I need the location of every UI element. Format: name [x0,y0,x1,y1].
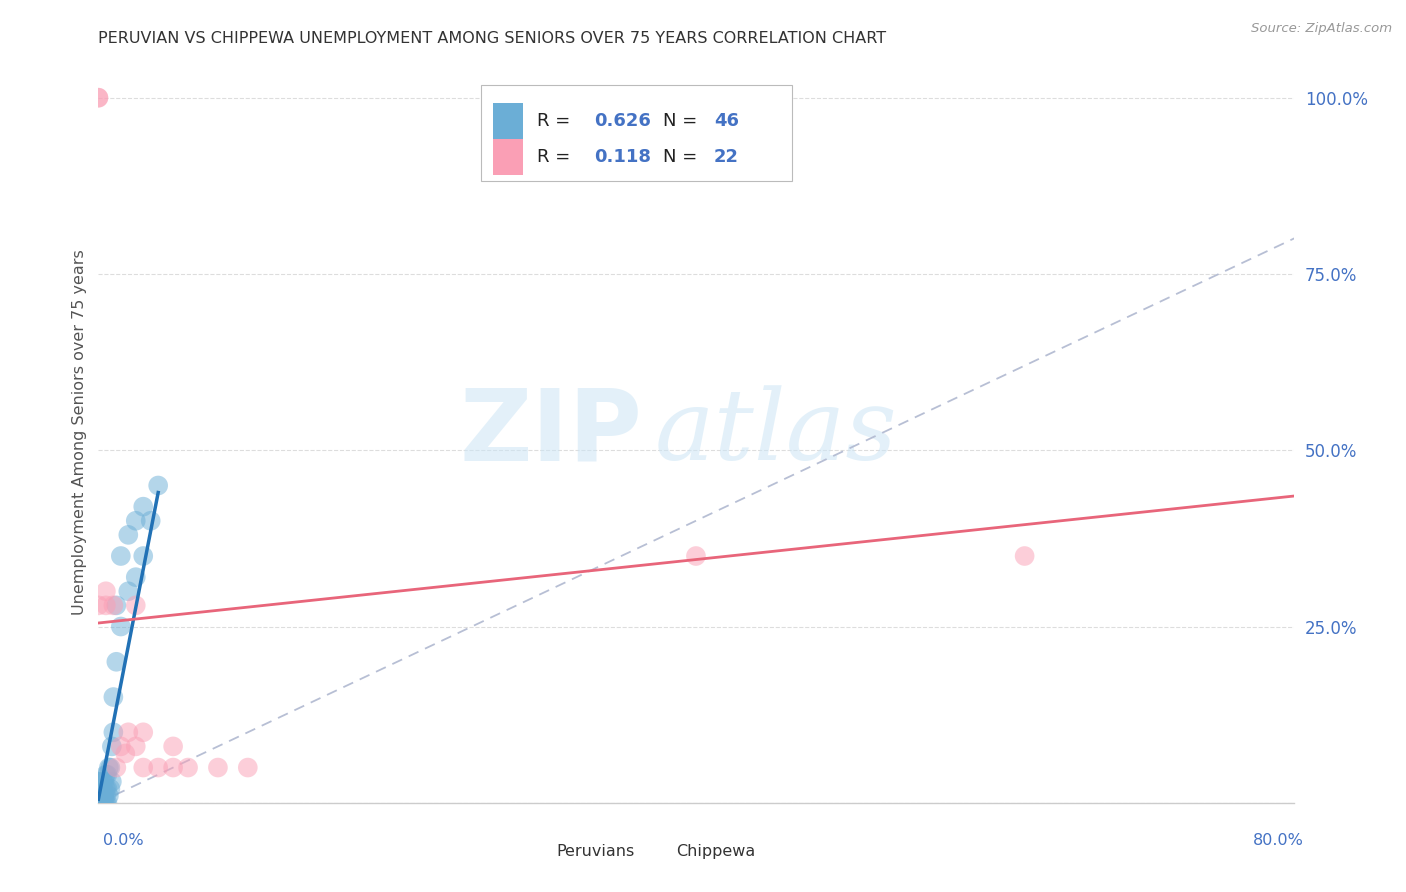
Point [105,655,128,669]
Point [236,760,259,774]
Point [90,781,112,796]
Point [1014,549,1036,563]
Point [162,760,184,774]
Text: Peruvians: Peruvians [557,844,634,859]
Text: N =: N = [662,112,703,130]
Point [89,774,111,789]
Point [101,774,124,789]
Point [139,514,162,528]
Point [96,767,118,781]
Text: N =: N = [662,148,703,166]
Point [103,725,125,739]
Y-axis label: Unemployment Among Seniors over 75 years: Unemployment Among Seniors over 75 years [72,250,87,615]
Point [87,91,110,105]
Point [132,549,155,563]
FancyBboxPatch shape [523,841,548,862]
Point [105,599,128,613]
Point [93,774,115,789]
Point [91,789,114,803]
Point [94,796,117,810]
Point [90,789,112,803]
Point [125,570,148,584]
Point [89,789,111,803]
Point [97,760,120,774]
Point [207,760,229,774]
Point [89,796,111,810]
Point [125,739,148,754]
Point [87,796,110,810]
Point [87,796,110,810]
Text: ZIP: ZIP [460,384,643,481]
Point [114,747,136,761]
Text: 46: 46 [714,112,740,130]
Text: PERUVIAN VS CHIPPEWA UNEMPLOYMENT AMONG SENIORS OVER 75 YEARS CORRELATION CHART: PERUVIAN VS CHIPPEWA UNEMPLOYMENT AMONG … [98,31,887,46]
Point [98,781,122,796]
Point [94,767,117,781]
Point [110,619,132,633]
Text: 0.0%: 0.0% [103,833,143,847]
Text: 0.118: 0.118 [595,148,651,166]
Point [125,514,148,528]
FancyBboxPatch shape [481,85,792,181]
Text: 0.626: 0.626 [595,112,651,130]
Point [125,599,148,613]
Point [87,599,110,613]
Point [103,599,125,613]
Point [132,760,155,774]
Text: Source: ZipAtlas.com: Source: ZipAtlas.com [1251,22,1392,36]
Point [87,774,110,789]
Point [94,789,117,803]
Point [90,796,112,810]
Point [132,500,155,514]
Point [87,781,110,796]
Point [98,760,122,774]
Text: atlas: atlas [654,385,897,480]
Point [87,91,110,105]
Text: R =: R = [537,112,576,130]
Point [162,739,184,754]
FancyBboxPatch shape [494,139,523,175]
Point [94,781,117,796]
Point [101,739,124,754]
Point [97,789,120,803]
Point [96,781,118,796]
Point [91,781,114,796]
Point [91,796,114,810]
Point [685,549,707,563]
FancyBboxPatch shape [494,103,523,139]
Point [91,774,114,789]
Point [87,789,110,803]
Point [117,725,139,739]
Point [105,760,128,774]
Text: 22: 22 [714,148,740,166]
Point [117,528,139,542]
Text: R =: R = [537,148,582,166]
Point [93,789,115,803]
Point [94,584,117,599]
Point [87,796,110,810]
FancyBboxPatch shape [643,841,668,862]
Text: Chippewa: Chippewa [676,844,755,859]
Point [177,760,200,774]
Point [110,549,132,563]
Point [110,739,132,754]
Point [94,599,117,613]
Point [148,760,170,774]
Point [148,478,170,492]
Point [103,690,125,704]
Point [132,725,155,739]
Point [96,796,118,810]
Point [117,584,139,599]
Text: 80.0%: 80.0% [1253,833,1303,847]
Point [93,796,115,810]
